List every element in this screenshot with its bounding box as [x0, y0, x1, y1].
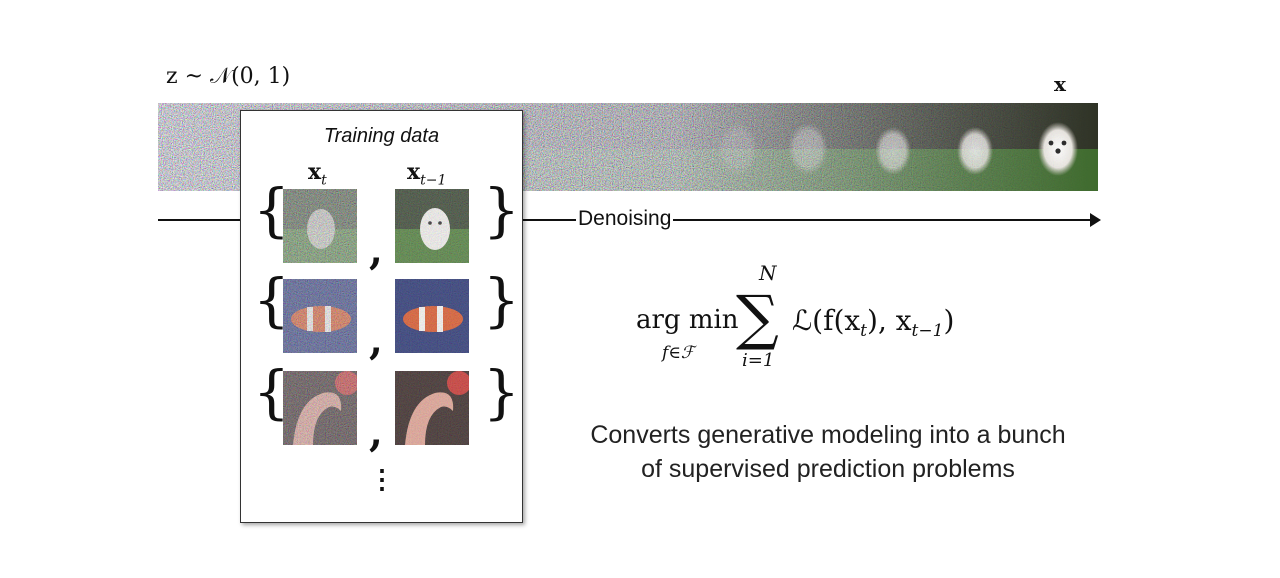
loss-sub-1: t — [860, 321, 867, 341]
loss-sub-2: t−1 — [912, 321, 944, 341]
loss-expression: ℒ(f(xt), xt−1) — [792, 304, 954, 341]
training-pair-clownfish: { , } — [241, 271, 522, 364]
caption-line-1: Converts generative modeling into a bunc… — [590, 421, 1066, 449]
clownfish-cleaner-thumbnail — [395, 279, 469, 353]
timeline-line-right — [522, 219, 1092, 221]
timeline-line-left — [158, 219, 242, 221]
more-pairs-ellipsis: ⋮ — [369, 464, 395, 494]
pair-comma: , — [369, 317, 383, 364]
column-header-xt-minus-1: xt−1 — [407, 159, 446, 188]
right-brace: } — [483, 176, 520, 244]
puppy-noisy-thumbnail — [283, 189, 357, 263]
right-brace: } — [483, 266, 520, 334]
flamingo-noisy-thumbnail — [283, 371, 357, 445]
denoising-label: Denoising — [576, 207, 674, 231]
training-objective-formula: arg min f∈ℱ N ∑ i=1 ℒ(f(xt), xt−1) — [636, 262, 954, 371]
training-data-title: Training data — [323, 125, 440, 147]
xt1-subscript: t−1 — [420, 172, 447, 189]
column-header-xt: xt — [308, 159, 327, 188]
sum-lower-limit: i=1 — [742, 350, 774, 371]
puppy-cleaner-thumbnail — [395, 189, 469, 263]
caption-line-2: of supervised prediction problems — [641, 455, 1015, 483]
pair-comma: , — [369, 227, 383, 274]
argmin-text: arg min — [636, 305, 739, 335]
loss-part-2: ), x — [867, 304, 912, 337]
xt1-symbol: x — [407, 159, 421, 185]
xt-subscript: t — [321, 172, 327, 189]
timeline-arrowhead — [1090, 213, 1101, 227]
training-data-panel: Training data xt xt−1 { , } { , — [240, 110, 523, 523]
loss-part-3: ) — [943, 304, 954, 337]
clownfish-noisy-thumbnail — [283, 279, 357, 353]
target-sample-label: x — [1054, 72, 1066, 96]
right-brace: } — [483, 358, 520, 426]
training-pair-puppy: { , } — [241, 181, 522, 274]
pair-comma: , — [369, 409, 383, 456]
flamingo-cleaner-thumbnail — [395, 371, 469, 445]
sum-upper-limit: N — [758, 262, 778, 285]
loss-part-1: ℒ(f(x — [792, 304, 860, 337]
training-pair-flamingo: { , } — [241, 363, 522, 456]
argmin-subscript: f∈ℱ — [660, 343, 698, 363]
sum-symbol: ∑ — [736, 283, 779, 353]
noise-distribution-label: z ~ 𝒩(0, 1) — [166, 64, 291, 89]
caption: Converts generative modeling into a bunc… — [552, 418, 1104, 486]
xt-symbol: x — [308, 159, 322, 185]
